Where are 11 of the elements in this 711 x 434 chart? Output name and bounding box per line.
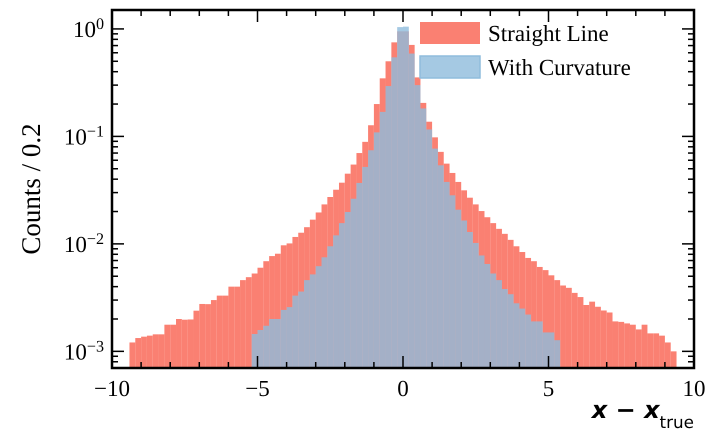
y-tick-label: 10$^{0}$ — [72, 15, 104, 42]
legend-label: Straight Line — [488, 21, 609, 46]
x-tick-label: 5 — [542, 376, 554, 401]
y-tick-label: 10$^{−3}$ — [64, 338, 104, 364]
y-tick-label: 10$^{−2}$ — [64, 230, 104, 257]
legend-label: With Curvature — [488, 55, 631, 80]
y-axis-title: Counts / 0.2 — [16, 123, 46, 255]
x-tick-label: −10 — [94, 376, 130, 401]
x-tick-label: 0 — [397, 376, 409, 401]
x-tick-label: −5 — [245, 376, 270, 401]
y-tick-label: 10$^{−1}$ — [64, 122, 104, 150]
